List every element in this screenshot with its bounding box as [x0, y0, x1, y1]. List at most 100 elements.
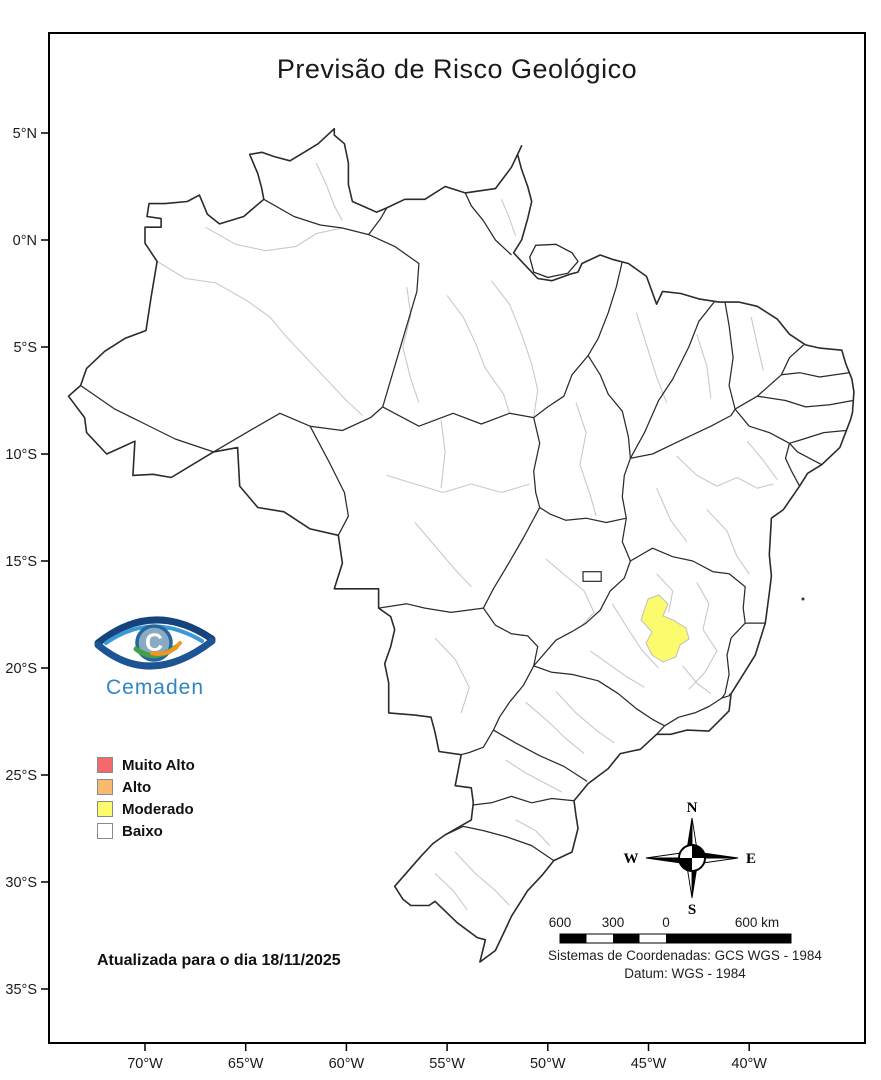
update-note: Atualizada para o dia 18/11/2025	[97, 952, 341, 969]
subregion-boundary	[706, 509, 750, 575]
logo-letter-c: C	[145, 629, 163, 657]
latitude-tick-label: 20°S	[5, 661, 37, 677]
subregion-boundary	[688, 582, 718, 690]
compass-rose: N S W E	[624, 800, 757, 918]
longitude-tick-label: 55°W	[429, 1056, 465, 1072]
state-boundary	[734, 408, 790, 444]
subregion-boundary	[205, 226, 343, 252]
latitude-tick-label: 5°S	[13, 340, 37, 356]
state-boundary	[539, 506, 627, 524]
cemaden-logo: C Cemaden	[90, 603, 220, 700]
subregion-boundary	[555, 691, 615, 744]
subregion-boundary	[402, 287, 420, 403]
map-frame	[48, 32, 866, 1044]
subregion-boundary	[750, 316, 764, 371]
map-title: Previsão de Risco Geológico	[276, 54, 638, 84]
risk-legend: Muito Alto Alto Moderado Baixo	[97, 754, 195, 842]
state-boundary	[472, 795, 575, 806]
state-boundary	[213, 412, 311, 453]
state-boundary	[382, 291, 418, 408]
moderate-risk-region	[640, 594, 690, 663]
state-boundary	[630, 547, 746, 624]
state-boundary	[664, 697, 723, 727]
subregion-boundary	[682, 665, 712, 695]
latitude-tick-label: 15°S	[5, 554, 37, 570]
state-boundary	[464, 192, 512, 256]
scale-bar-label: 600	[549, 915, 572, 930]
subregion-boundary	[696, 334, 712, 399]
compass-letter-south: S	[688, 902, 696, 918]
legend-row-moderado: Moderado	[97, 798, 195, 820]
legend-label-baixo: Baixo	[122, 822, 163, 840]
state-boundary	[482, 607, 539, 667]
marajo-island	[529, 243, 579, 279]
scale-bar-segment	[666, 934, 791, 943]
state-boundary	[721, 693, 731, 699]
subregion-boundary	[500, 199, 517, 236]
subregion-boundary	[490, 280, 539, 418]
compass-letter-east: E	[746, 851, 756, 867]
legend-row-alto: Alto	[97, 776, 195, 798]
subregion-boundary	[446, 295, 511, 414]
legend-label-alto: Alto	[122, 778, 152, 796]
longitude-tick-label: 60°W	[329, 1056, 365, 1072]
state-boundary	[533, 560, 631, 667]
latitude-tick-label: 35°S	[5, 982, 37, 998]
state-boundary	[382, 406, 534, 427]
state-boundary	[444, 825, 555, 862]
state-boundary	[533, 665, 665, 727]
scale-bar-label: 600 km	[735, 915, 779, 930]
longitude-tick-label: 65°W	[228, 1056, 264, 1072]
state-boundary	[621, 518, 631, 562]
state-boundary	[587, 355, 632, 459]
subregion-boundary	[515, 819, 551, 846]
scale-bar-segment	[613, 934, 640, 943]
state-boundary	[80, 384, 214, 453]
state-boundary	[630, 408, 736, 459]
subregion-boundary	[525, 701, 585, 755]
subregion-boundary	[656, 487, 688, 543]
state-boundary	[482, 507, 541, 609]
scale-bar: 600 300 0 600 km	[549, 915, 792, 944]
legend-label-moderado: Moderado	[122, 800, 194, 818]
compass-quadrant-ne	[692, 845, 705, 858]
longitude-tick-label: 40°W	[731, 1056, 767, 1072]
subregion-boundary	[440, 419, 446, 489]
state-boundary	[656, 725, 666, 735]
legend-row-baixo: Baixo	[97, 820, 195, 842]
longitude-tick-label: 70°W	[127, 1056, 163, 1072]
state-boundary	[587, 261, 623, 356]
brazil-country-outline	[67, 127, 855, 963]
legend-label-muito-alto: Muito Alto	[122, 756, 195, 774]
state-boundary	[781, 372, 849, 378]
state-boundary	[784, 443, 801, 487]
subregion-boundary	[434, 873, 468, 911]
subregion-boundary	[611, 603, 660, 669]
subregion-boundary	[635, 312, 668, 403]
state-boundary	[533, 417, 541, 508]
latitude-tick-label: 5°N	[13, 126, 37, 142]
latitude-tick-label: 0°N	[13, 233, 37, 249]
brazil-country-fill	[68, 128, 854, 962]
state-boundary	[789, 429, 846, 444]
state-boundary	[533, 355, 589, 419]
logo-orange-swoosh	[150, 641, 182, 656]
latitude-tick-label: 10°S	[5, 447, 37, 463]
cemaden-logo-mark: C	[94, 616, 216, 670]
subregion-boundary	[545, 558, 595, 626]
subregion-boundary	[746, 440, 778, 481]
subregion-boundary	[434, 637, 470, 714]
legend-swatch-alto	[97, 779, 113, 795]
state-boundary	[368, 207, 388, 235]
subregion-boundary	[505, 759, 563, 793]
subregion-boundary	[315, 162, 343, 221]
subregion-boundary	[676, 455, 774, 489]
state-boundary	[461, 665, 535, 756]
datum-text: Datum: WGS - 1984	[624, 966, 746, 981]
cemaden-logo-text: Cemaden	[105, 676, 205, 699]
compass-letter-north: N	[687, 800, 698, 816]
state-boundary	[493, 729, 588, 782]
subregion-boundary	[589, 650, 645, 688]
